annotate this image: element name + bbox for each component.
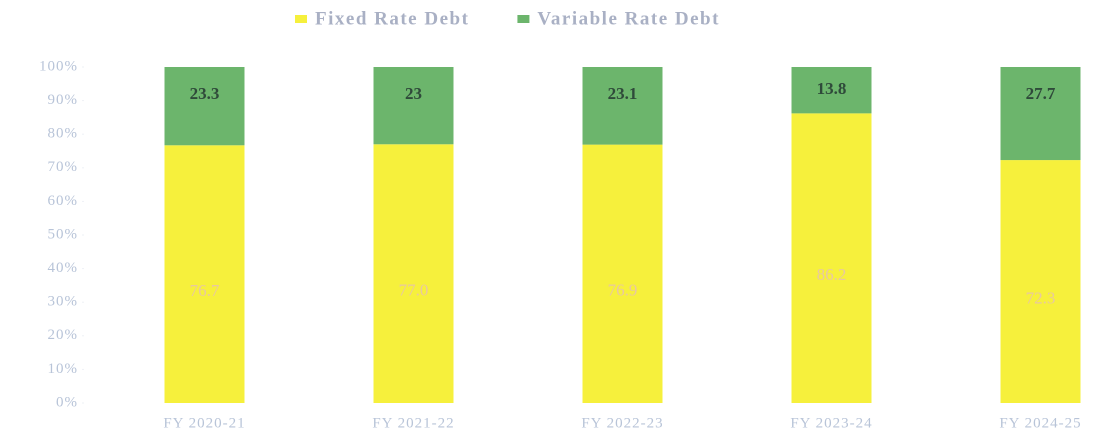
value-label: 76.7 [190, 281, 220, 300]
value-label: 76.9 [608, 281, 638, 300]
y-tick-label: 80% [48, 126, 79, 142]
y-tick-label: 60% [48, 193, 79, 209]
value-label: 86.2 [817, 265, 847, 284]
value-label: 72.3 [1026, 288, 1056, 307]
y-tick-label: 0% [56, 394, 78, 410]
y-tick-label: 90% [48, 92, 79, 108]
bar-segment [373, 144, 454, 403]
bar-segment [164, 145, 245, 403]
x-tick-label: FY 2024-25 [999, 415, 1081, 431]
legend-swatch [295, 15, 307, 23]
bar-segment [373, 67, 454, 145]
y-tick-label: 70% [48, 159, 79, 175]
y-tick-label: 40% [48, 260, 79, 276]
x-tick-label: FY 2021-22 [372, 415, 454, 431]
bar-segment [582, 67, 663, 145]
legend-swatch [517, 15, 530, 23]
value-label: 23 [405, 84, 422, 103]
value-label: 27.7 [1026, 84, 1056, 103]
y-tick-label: 100% [39, 58, 78, 74]
x-tick-label: FY 2020-21 [163, 415, 245, 431]
bar-segment [1000, 67, 1081, 161]
x-tick-label: FY 2023-24 [790, 415, 872, 431]
y-tick-label: 30% [48, 294, 79, 310]
bar-segment [582, 144, 663, 403]
x-tick-label: FY 2022-23 [581, 415, 663, 431]
bar-segment [1000, 160, 1081, 403]
value-label: 77.0 [399, 281, 429, 300]
y-tick-label: 10% [48, 361, 79, 377]
value-label: 13.8 [817, 79, 847, 98]
value-label: 23.3 [190, 84, 220, 103]
y-tick-label: 20% [48, 327, 79, 343]
bar-segment [164, 67, 245, 146]
bar-segment [791, 113, 872, 404]
value-label: 23.1 [608, 84, 638, 103]
y-tick-label: 50% [48, 226, 79, 242]
bar-segment [791, 67, 872, 114]
legend-label: Fixed Rate Debt [315, 8, 469, 29]
legend-label: Variable Rate Debt [537, 8, 720, 29]
